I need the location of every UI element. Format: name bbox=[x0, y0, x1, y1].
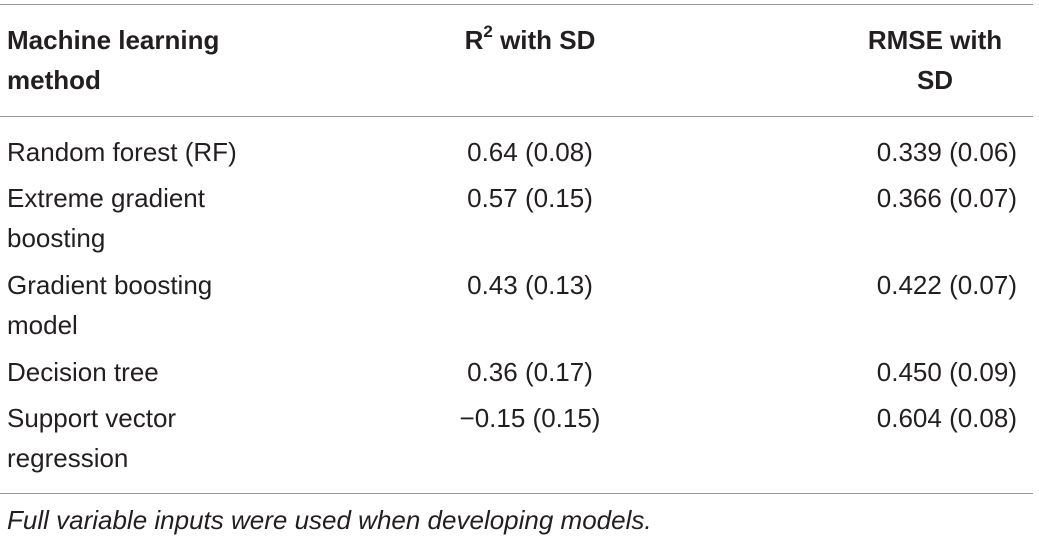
row-3-method-line2: model bbox=[7, 310, 78, 340]
header-method-line2: method bbox=[7, 65, 101, 95]
header-r2-suffix: with SD bbox=[492, 25, 596, 55]
header-r2: R2 with SD bbox=[423, 20, 637, 60]
header-r2-symbol: R bbox=[464, 25, 484, 55]
row-2-method-line2: boosting bbox=[7, 223, 106, 253]
table-bottom-rule bbox=[0, 493, 1033, 494]
row-1-r2: 0.64 (0.08) bbox=[467, 137, 593, 167]
row-1-method: Random forest (RF) bbox=[7, 137, 237, 167]
header-rmse-line2: SD bbox=[916, 65, 954, 95]
header-rule bbox=[0, 116, 1033, 117]
row-2-method-line1: Extreme gradient bbox=[7, 183, 205, 213]
row-3-method-line1: Gradient boosting bbox=[7, 270, 213, 300]
row-3-r2: 0.43 (0.13) bbox=[467, 270, 593, 300]
table-footnote: Full variable inputs were used when deve… bbox=[7, 505, 652, 535]
row-5-rmse: 0.604 (0.08) bbox=[876, 403, 1017, 433]
header-rmse-line1: RMSE with bbox=[867, 25, 1003, 55]
row-1-rmse: 0.339 (0.06) bbox=[876, 137, 1017, 167]
row-4-rmse: 0.450 (0.09) bbox=[876, 357, 1017, 387]
row-5-method-line2: regression bbox=[7, 443, 129, 473]
header-method-line1: Machine learning bbox=[7, 25, 220, 55]
row-4-r2: 0.36 (0.17) bbox=[467, 357, 593, 387]
row-5-method-line1: Support vector bbox=[7, 403, 177, 433]
header-r2-superscript: 2 bbox=[483, 22, 493, 42]
row-3-rmse: 0.422 (0.07) bbox=[876, 270, 1017, 300]
table-top-rule bbox=[0, 4, 1033, 5]
row-5-r2: −0.15 (0.15) bbox=[459, 403, 601, 433]
row-2-rmse: 0.366 (0.07) bbox=[876, 183, 1017, 213]
row-4-method: Decision tree bbox=[7, 357, 159, 387]
row-2-r2: 0.57 (0.15) bbox=[467, 183, 593, 213]
